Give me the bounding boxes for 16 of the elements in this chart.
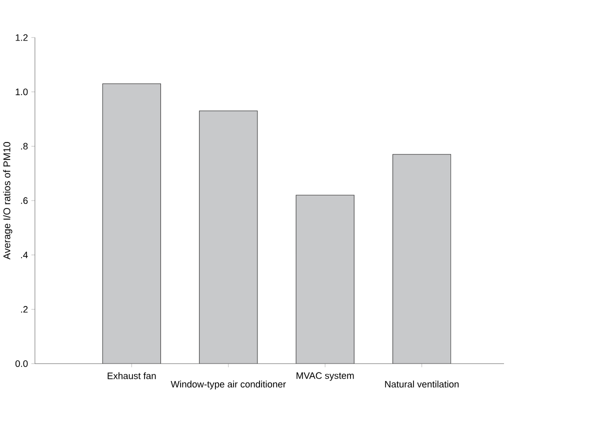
bar bbox=[199, 110, 258, 364]
y-tick-label: 1.2 bbox=[16, 34, 28, 41]
y-tick-label: 1.0 bbox=[16, 88, 28, 96]
bar bbox=[392, 154, 452, 364]
x-tick-label: Natural ventilation bbox=[385, 380, 459, 388]
y-tick-label: .4 bbox=[21, 252, 28, 258]
bar bbox=[102, 84, 161, 364]
y-tick-label: .6 bbox=[21, 197, 28, 204]
y-axis-title: Average I/O ratios of PM10 bbox=[3, 142, 12, 260]
x-tick-label: MVAC system bbox=[296, 372, 354, 381]
x-tick-label: Exhaust fan bbox=[108, 372, 156, 380]
bar bbox=[296, 194, 354, 364]
y-tick-label: .8 bbox=[21, 143, 28, 150]
x-tick-label: Window-type air conditioner bbox=[170, 380, 286, 390]
y-tick-label: 0.0 bbox=[15, 360, 28, 368]
y-tick-label: .2 bbox=[21, 306, 28, 313]
